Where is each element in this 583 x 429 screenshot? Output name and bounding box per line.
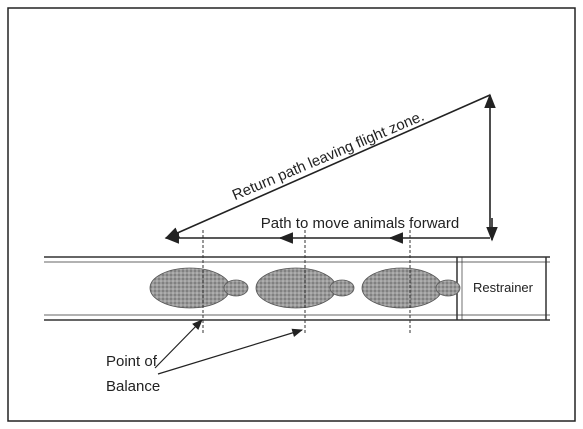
return-path-label: Return path leaving flight zone. <box>230 108 427 204</box>
forward-path-label: Path to move animals forward <box>261 215 459 232</box>
diagram: Restrainer Return path leaving flight zo <box>0 0 583 429</box>
balance-label: Balance <box>106 378 160 395</box>
restrainer-label: Restrainer <box>473 280 534 295</box>
arrows <box>155 95 492 374</box>
balance-label: Point of <box>106 353 158 370</box>
